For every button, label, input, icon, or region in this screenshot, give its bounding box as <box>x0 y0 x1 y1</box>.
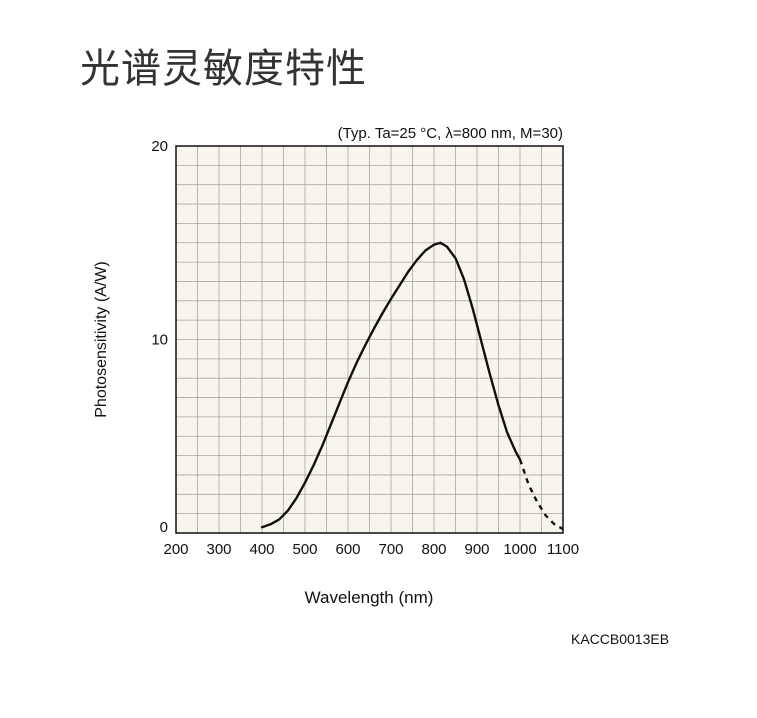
x-axis-label: Wavelength (nm) <box>305 588 434 607</box>
x-tick-label: 300 <box>206 541 231 558</box>
x-tick-label: 500 <box>292 541 317 558</box>
page-title: 光谱灵敏度特性 <box>80 46 367 92</box>
x-tick-label: 400 <box>249 541 274 558</box>
plot-grid <box>176 146 563 533</box>
y-tick-label: 0 <box>160 519 168 536</box>
x-tick-label: 600 <box>335 541 360 558</box>
x-tick-label: 1000 <box>503 541 536 558</box>
y-tick-label: 10 <box>151 332 168 349</box>
tick-labels: 200 300 400 500 600 700 800 900 1000 1100 0 10 20 <box>151 138 579 558</box>
curve-layer <box>260 241 564 531</box>
y-tick-label: 20 <box>151 138 168 155</box>
x-tick-label: 700 <box>378 541 403 558</box>
y-axis-label: Photosensitivity (A/W) <box>93 261 110 417</box>
chart-conditions: (Typ. Ta=25 °C, λ=800 nm, M=30) <box>338 125 563 142</box>
x-tick-label: 900 <box>464 541 489 558</box>
series-line-solid <box>260 241 522 529</box>
x-tick-label: 1100 <box>547 541 579 558</box>
document-code: KACCB0013EB <box>571 631 670 647</box>
x-tick-label: 200 <box>163 541 188 558</box>
series-line-dashed <box>518 459 564 531</box>
x-tick-label: 800 <box>421 541 446 558</box>
plot-frame <box>175 145 564 534</box>
